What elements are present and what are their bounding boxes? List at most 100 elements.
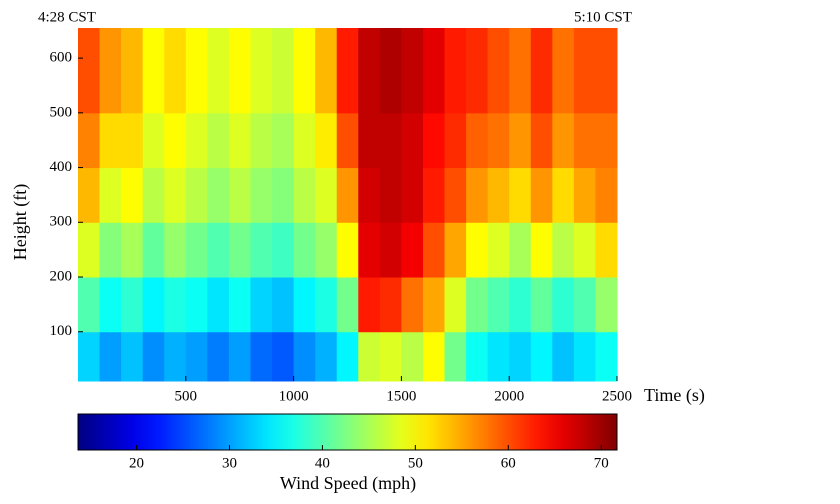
heat-cell — [121, 331, 144, 382]
heat-cell — [595, 277, 618, 333]
heat-cell — [487, 277, 510, 333]
heat-cell — [487, 112, 510, 169]
heat-cell — [530, 331, 553, 382]
heat-cell — [207, 112, 230, 169]
heat-cell — [358, 331, 381, 382]
heat-cell — [99, 331, 122, 382]
heat-cell — [466, 28, 489, 114]
heat-cell — [595, 331, 618, 382]
heat-cell — [78, 112, 101, 169]
heat-cell — [422, 28, 446, 114]
heat-cell — [466, 222, 489, 278]
heat-cell — [142, 331, 165, 382]
heat-cell — [315, 331, 338, 382]
heat-cell — [250, 222, 273, 278]
heat-cell — [78, 331, 101, 382]
heat-cell — [185, 331, 208, 382]
heat-cell — [444, 277, 467, 333]
heat-cell — [573, 222, 596, 278]
heat-cell — [228, 28, 251, 114]
heat-cell — [99, 167, 122, 223]
heat-cell — [379, 28, 402, 114]
heat-cell — [293, 222, 316, 278]
heat-cell — [530, 222, 553, 278]
heat-cell — [530, 277, 553, 333]
heat-cell — [509, 277, 532, 333]
heat-cell — [272, 167, 295, 223]
heat-cell — [185, 222, 208, 278]
heat-cell — [207, 222, 230, 278]
heat-cell — [466, 331, 489, 382]
heat-cell — [466, 112, 489, 169]
heat-cell — [185, 167, 208, 223]
colorbar-tick-label: 50 — [408, 455, 423, 471]
x-tick-label: 1000 — [279, 388, 309, 404]
heat-cell — [487, 222, 510, 278]
heat-cell — [207, 167, 230, 223]
heat-cell — [272, 222, 295, 278]
heat-cell — [164, 28, 187, 114]
heat-cell — [336, 222, 359, 278]
x-axis-label: Time (s) — [644, 385, 705, 406]
heat-cell — [293, 331, 316, 382]
heat-cell — [272, 28, 295, 114]
heat-cell — [379, 222, 402, 278]
heat-cell — [466, 277, 489, 333]
heat-cell — [164, 167, 187, 223]
heat-cell — [228, 222, 251, 278]
heat-cell — [509, 222, 532, 278]
x-tick-label: 1500 — [386, 388, 416, 404]
heat-cell — [379, 112, 402, 169]
heat-cell — [552, 28, 575, 114]
heat-cell — [185, 277, 208, 333]
heat-cell — [121, 167, 144, 223]
x-tick-label: 500 — [175, 388, 198, 404]
colorbar — [77, 413, 618, 451]
heat-cell — [401, 277, 424, 333]
heat-cell — [552, 331, 575, 382]
heat-cell — [595, 167, 618, 223]
heat-cell — [164, 222, 187, 278]
colorbar-tick-label: 30 — [222, 455, 237, 471]
heat-cell — [185, 28, 208, 114]
heat-cell — [315, 112, 338, 169]
heat-cell — [250, 277, 273, 333]
colorbar-label: Wind Speed (mph) — [280, 473, 416, 494]
heat-cell — [422, 331, 446, 382]
x-tick-label: 2000 — [494, 388, 524, 404]
heat-cell — [78, 28, 101, 114]
heat-cell — [250, 28, 273, 114]
heat-cell — [185, 112, 208, 169]
heat-cell — [573, 112, 596, 169]
heat-cell — [78, 222, 101, 278]
heat-cell — [509, 112, 532, 169]
heat-cell — [142, 222, 165, 278]
heat-cell — [552, 167, 575, 223]
heat-cell — [164, 112, 187, 169]
heat-cell — [272, 112, 295, 169]
heat-cell — [487, 331, 510, 382]
heat-cell — [444, 167, 467, 223]
colorbar-tick-label: 70 — [594, 455, 609, 471]
heat-cell — [121, 277, 144, 333]
heat-cell — [530, 112, 553, 169]
heat-cell — [207, 277, 230, 333]
heat-cell — [422, 277, 446, 333]
heat-cell — [228, 167, 251, 223]
heat-cell — [552, 112, 575, 169]
heat-cell — [142, 167, 165, 223]
y-tick-label: 100 — [50, 323, 73, 339]
heat-cell — [444, 331, 467, 382]
heat-cell — [358, 28, 381, 114]
heat-cell — [444, 112, 467, 169]
heat-cell — [401, 331, 424, 382]
y-axis-label: Height (ft) — [10, 184, 31, 260]
heat-cell — [530, 167, 553, 223]
heat-cell — [358, 277, 381, 333]
heat-cell — [444, 222, 467, 278]
y-tick-label: 300 — [50, 214, 73, 230]
heat-cell — [99, 222, 122, 278]
heat-cell — [250, 167, 273, 223]
heat-cell — [466, 167, 489, 223]
y-tick-label: 500 — [50, 104, 73, 120]
